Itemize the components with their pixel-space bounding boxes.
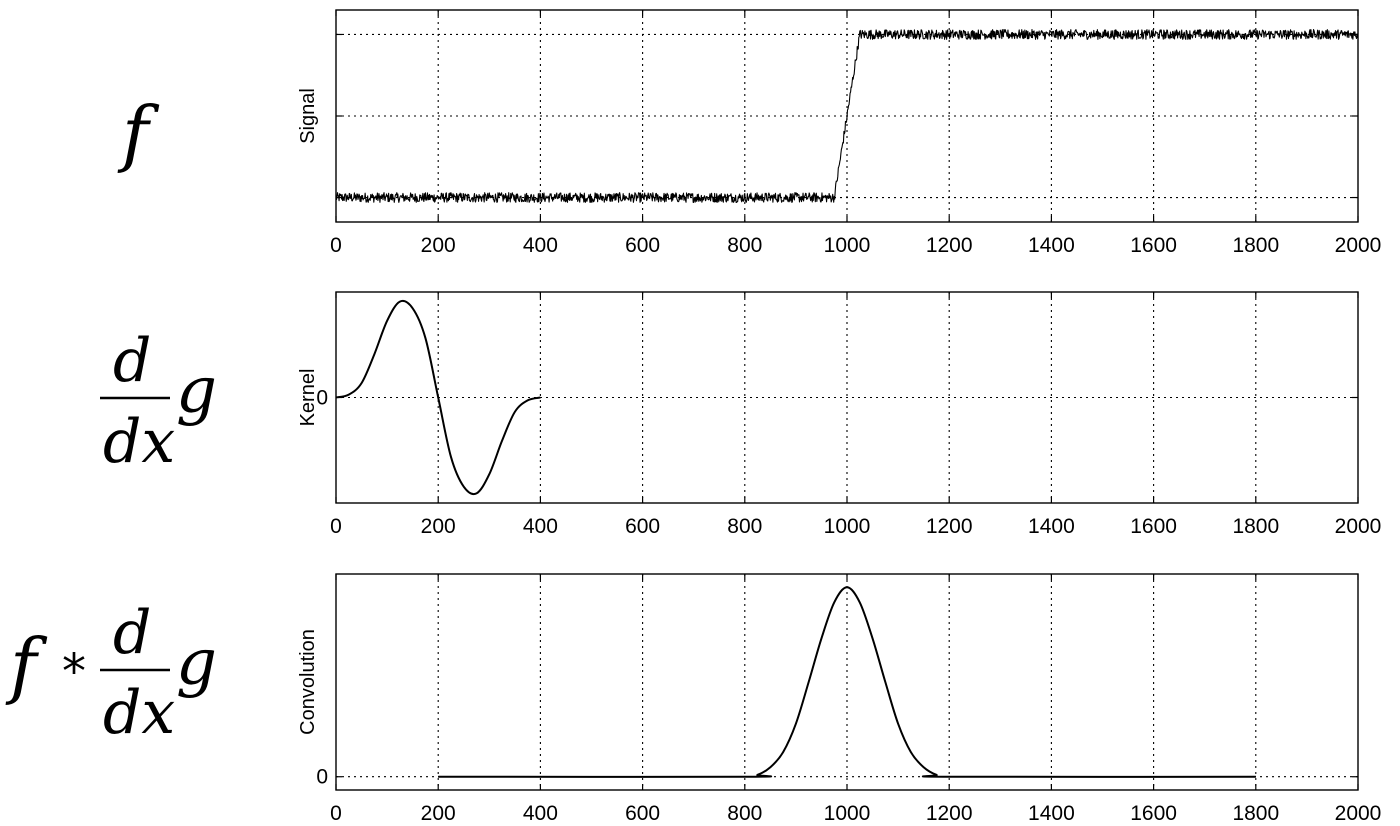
- kernel-xtick-label-200: 200: [421, 515, 456, 538]
- kernel-xtick-label-1600: 1600: [1130, 515, 1177, 538]
- signal-xtick-label-1000: 1000: [824, 234, 871, 257]
- signal-xtick-label-600: 600: [625, 234, 660, 257]
- signal-xtick-label-1400: 1400: [1028, 234, 1075, 257]
- derivative-denominator: dx: [103, 407, 175, 477]
- kernel-xtick-label-800: 800: [727, 515, 762, 538]
- convolution-ytick-label-0: 0: [316, 766, 328, 789]
- convolution-xtick-label-1400: 1400: [1028, 802, 1075, 825]
- signal-xtick-label-400: 400: [523, 234, 558, 257]
- kernel-xtick-label-1200: 1200: [926, 515, 973, 538]
- kernel-xtick-label-1000: 1000: [824, 515, 871, 538]
- convolution-ylabel: Convolution: [297, 629, 319, 735]
- kernel-xtick-label-400: 400: [523, 515, 558, 538]
- convolution-xtick-label-1000: 1000: [824, 802, 871, 825]
- kernel-g-symbol: g: [176, 354, 217, 428]
- signal-xtick-label-2000: 2000: [1335, 234, 1382, 257]
- convolution-xtick-label-1600: 1600: [1130, 802, 1177, 825]
- convolution-f-symbol: f: [5, 623, 48, 707]
- derivative-numerator: d: [113, 326, 151, 396]
- convolution-xtick-label-1200: 1200: [926, 802, 973, 825]
- kernel-xtick-label-0: 0: [330, 515, 342, 538]
- kernel-ytick-label-0: 0: [316, 387, 328, 410]
- kernel-xtick-label-2000: 2000: [1335, 515, 1382, 538]
- convolution-derivative-numerator: d: [113, 598, 151, 668]
- formula-f: f: [117, 91, 160, 175]
- convolution-g-symbol: g: [176, 626, 217, 700]
- kernel-xtick-label-1400: 1400: [1028, 515, 1075, 538]
- signal-xtick-label-0: 0: [330, 234, 342, 257]
- kernel-xtick-label-600: 600: [625, 515, 660, 538]
- convolution-xtick-label-1800: 1800: [1232, 802, 1279, 825]
- convolution-xtick-label-800: 800: [727, 802, 762, 825]
- signal-xtick-label-200: 200: [421, 234, 456, 257]
- convolution-xtick-label-0: 0: [330, 802, 342, 825]
- signal-xtick-label-1600: 1600: [1130, 234, 1177, 257]
- convolution-series-0: [438, 586, 1256, 778]
- kernel-series-0: [335, 299, 541, 496]
- kernel-xtick-label-1800: 1800: [1232, 515, 1279, 538]
- convolution-xtick-label-400: 400: [523, 802, 558, 825]
- convolution-xtick-label-200: 200: [421, 802, 456, 825]
- kernel-panel: 0 200 400 600 800 1000 1200 1400 1600 1800 20000Ke…: [297, 291, 1382, 538]
- convolution-operator: *: [62, 644, 86, 700]
- signal-xtick-label-1200: 1200: [926, 234, 973, 257]
- kernel-ylabel: Kernel: [297, 369, 319, 427]
- convolution-xtick-label-600: 600: [625, 802, 660, 825]
- formula-convolution: f * d dx g: [5, 598, 217, 748]
- signal-ylabel: Signal: [297, 88, 319, 144]
- convolution-xtick-label-2000: 2000: [1335, 802, 1382, 825]
- convolution-panel: 0 200 400 600 800 1000 1200 1400 1600 1800 2000 0 Co…: [297, 573, 1382, 825]
- signal-xtick-label-800: 800: [727, 234, 762, 257]
- signal-panel: 0 200 400 600 800 1000 1200 1400 1600 1800 2000 Sig…: [297, 9, 1382, 257]
- convolution-derivative-denominator: dx: [103, 678, 175, 748]
- formula-derivative-g: d dx g: [100, 326, 217, 477]
- signal-series-0: [335, 29, 1359, 203]
- formula-f-symbol: f: [117, 91, 160, 175]
- signal-xtick-label-1800: 1800: [1232, 234, 1279, 257]
